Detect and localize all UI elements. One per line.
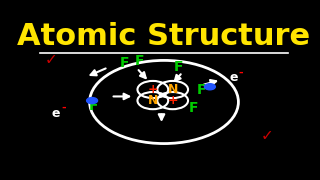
Text: N: N <box>167 83 178 96</box>
Text: -: - <box>239 68 243 78</box>
Text: e: e <box>229 71 238 84</box>
Circle shape <box>87 98 98 104</box>
Text: Atomic Structure: Atomic Structure <box>17 22 311 51</box>
Text: F: F <box>189 101 198 115</box>
Text: F: F <box>120 56 129 70</box>
Text: ✓: ✓ <box>45 51 58 67</box>
Text: -: - <box>61 103 66 113</box>
Circle shape <box>204 84 215 90</box>
Text: F: F <box>174 60 184 74</box>
Text: +: + <box>167 94 178 107</box>
Text: +: + <box>148 83 158 96</box>
Text: F: F <box>134 54 144 68</box>
Text: N: N <box>148 94 158 107</box>
Text: F: F <box>89 99 98 113</box>
Text: F: F <box>196 82 206 96</box>
Text: ✓: ✓ <box>260 129 273 143</box>
Text: e: e <box>52 107 60 120</box>
